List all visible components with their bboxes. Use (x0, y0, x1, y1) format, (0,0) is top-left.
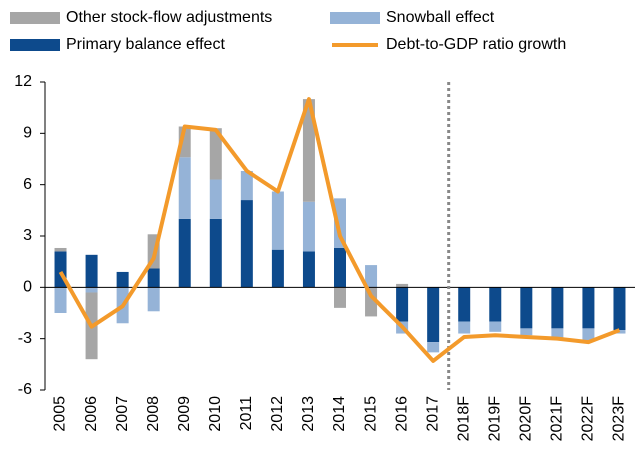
bar-segment (458, 321, 471, 334)
bar-segment (240, 170, 253, 201)
x-tick-label: 2023F (611, 396, 628, 442)
bar-segment (427, 342, 440, 353)
y-tick-label: -6 (18, 381, 32, 398)
bar-segment (302, 201, 315, 252)
legend-swatch (10, 39, 60, 51)
y-tick-label: 0 (23, 279, 32, 296)
bar-segment (396, 283, 409, 288)
bar-segment (178, 157, 191, 219)
bar-segment (334, 247, 346, 288)
bar-segment (582, 287, 595, 329)
y-tick-label: 3 (23, 227, 32, 244)
bar-segment (54, 247, 67, 252)
x-tick-label: 2015 (362, 396, 379, 432)
bar-segment (85, 254, 98, 288)
x-tick-label: 2020F (518, 396, 535, 442)
bar-segment (271, 249, 284, 288)
bar-segment (520, 328, 533, 336)
bar-segment (396, 287, 409, 322)
bar-segment (209, 128, 222, 180)
x-tick-label: 2016 (393, 396, 410, 432)
bar-segment (582, 328, 595, 341)
x-tick-label: 2006 (83, 396, 100, 432)
bar-segment (178, 218, 191, 288)
x-tick-label: 2009 (176, 396, 193, 432)
bar-segment (334, 287, 346, 308)
bar-segment (147, 287, 160, 312)
bar-segment (365, 287, 378, 317)
x-tick-label: 2018F (455, 396, 472, 442)
x-tick-label: 2005 (52, 396, 69, 432)
bar-segment (209, 179, 222, 219)
line-series (58, 97, 621, 363)
bar-segment (613, 287, 626, 331)
bar-segment (489, 287, 502, 322)
x-tick-label: 2011 (238, 396, 255, 431)
bar-segment (520, 287, 533, 329)
bar-segment (85, 287, 98, 293)
legend-label: Other stock-flow adjustments (66, 9, 272, 26)
bar-segment (302, 251, 315, 288)
legend-swatch (330, 12, 380, 24)
x-tick-label: 2007 (114, 396, 131, 432)
legend-label: Debt-to-GDP ratio growth (386, 36, 566, 53)
x-tick-label: 2021F (549, 396, 566, 442)
bar-segment (271, 191, 284, 250)
bar-segment (302, 99, 315, 202)
x-tick-label: 2013 (300, 396, 317, 432)
y-tick-label: -3 (18, 330, 32, 347)
bar-segment (427, 287, 440, 343)
bar-segment (334, 198, 346, 248)
x-tick-label: 2022F (580, 396, 597, 442)
bar-segment (209, 218, 222, 288)
legend-label: Snowball effect (386, 9, 495, 26)
y-tick-label: 12 (14, 73, 32, 90)
bar-segment (116, 271, 129, 288)
bar-segment (54, 287, 67, 313)
bar-segment (458, 287, 471, 322)
y-tick-label: 9 (23, 125, 32, 142)
y-tick-label: 6 (23, 176, 32, 193)
bar-segment (489, 321, 502, 332)
legend-label: Primary balance effect (66, 36, 225, 53)
x-tick-label: 2014 (331, 396, 348, 432)
bar-segment (240, 200, 253, 288)
bar-segment (147, 268, 160, 288)
bar-segment (551, 328, 564, 339)
x-tick-label: 2008 (145, 396, 162, 432)
legend-swatch (10, 12, 60, 24)
x-tick-label: 2010 (207, 396, 224, 432)
x-tick-label: 2012 (269, 396, 286, 432)
bar-segment (365, 265, 378, 288)
x-tick-label: 2017 (424, 396, 441, 432)
x-tick-label: 2019F (486, 396, 503, 442)
bar-segment (551, 287, 564, 329)
